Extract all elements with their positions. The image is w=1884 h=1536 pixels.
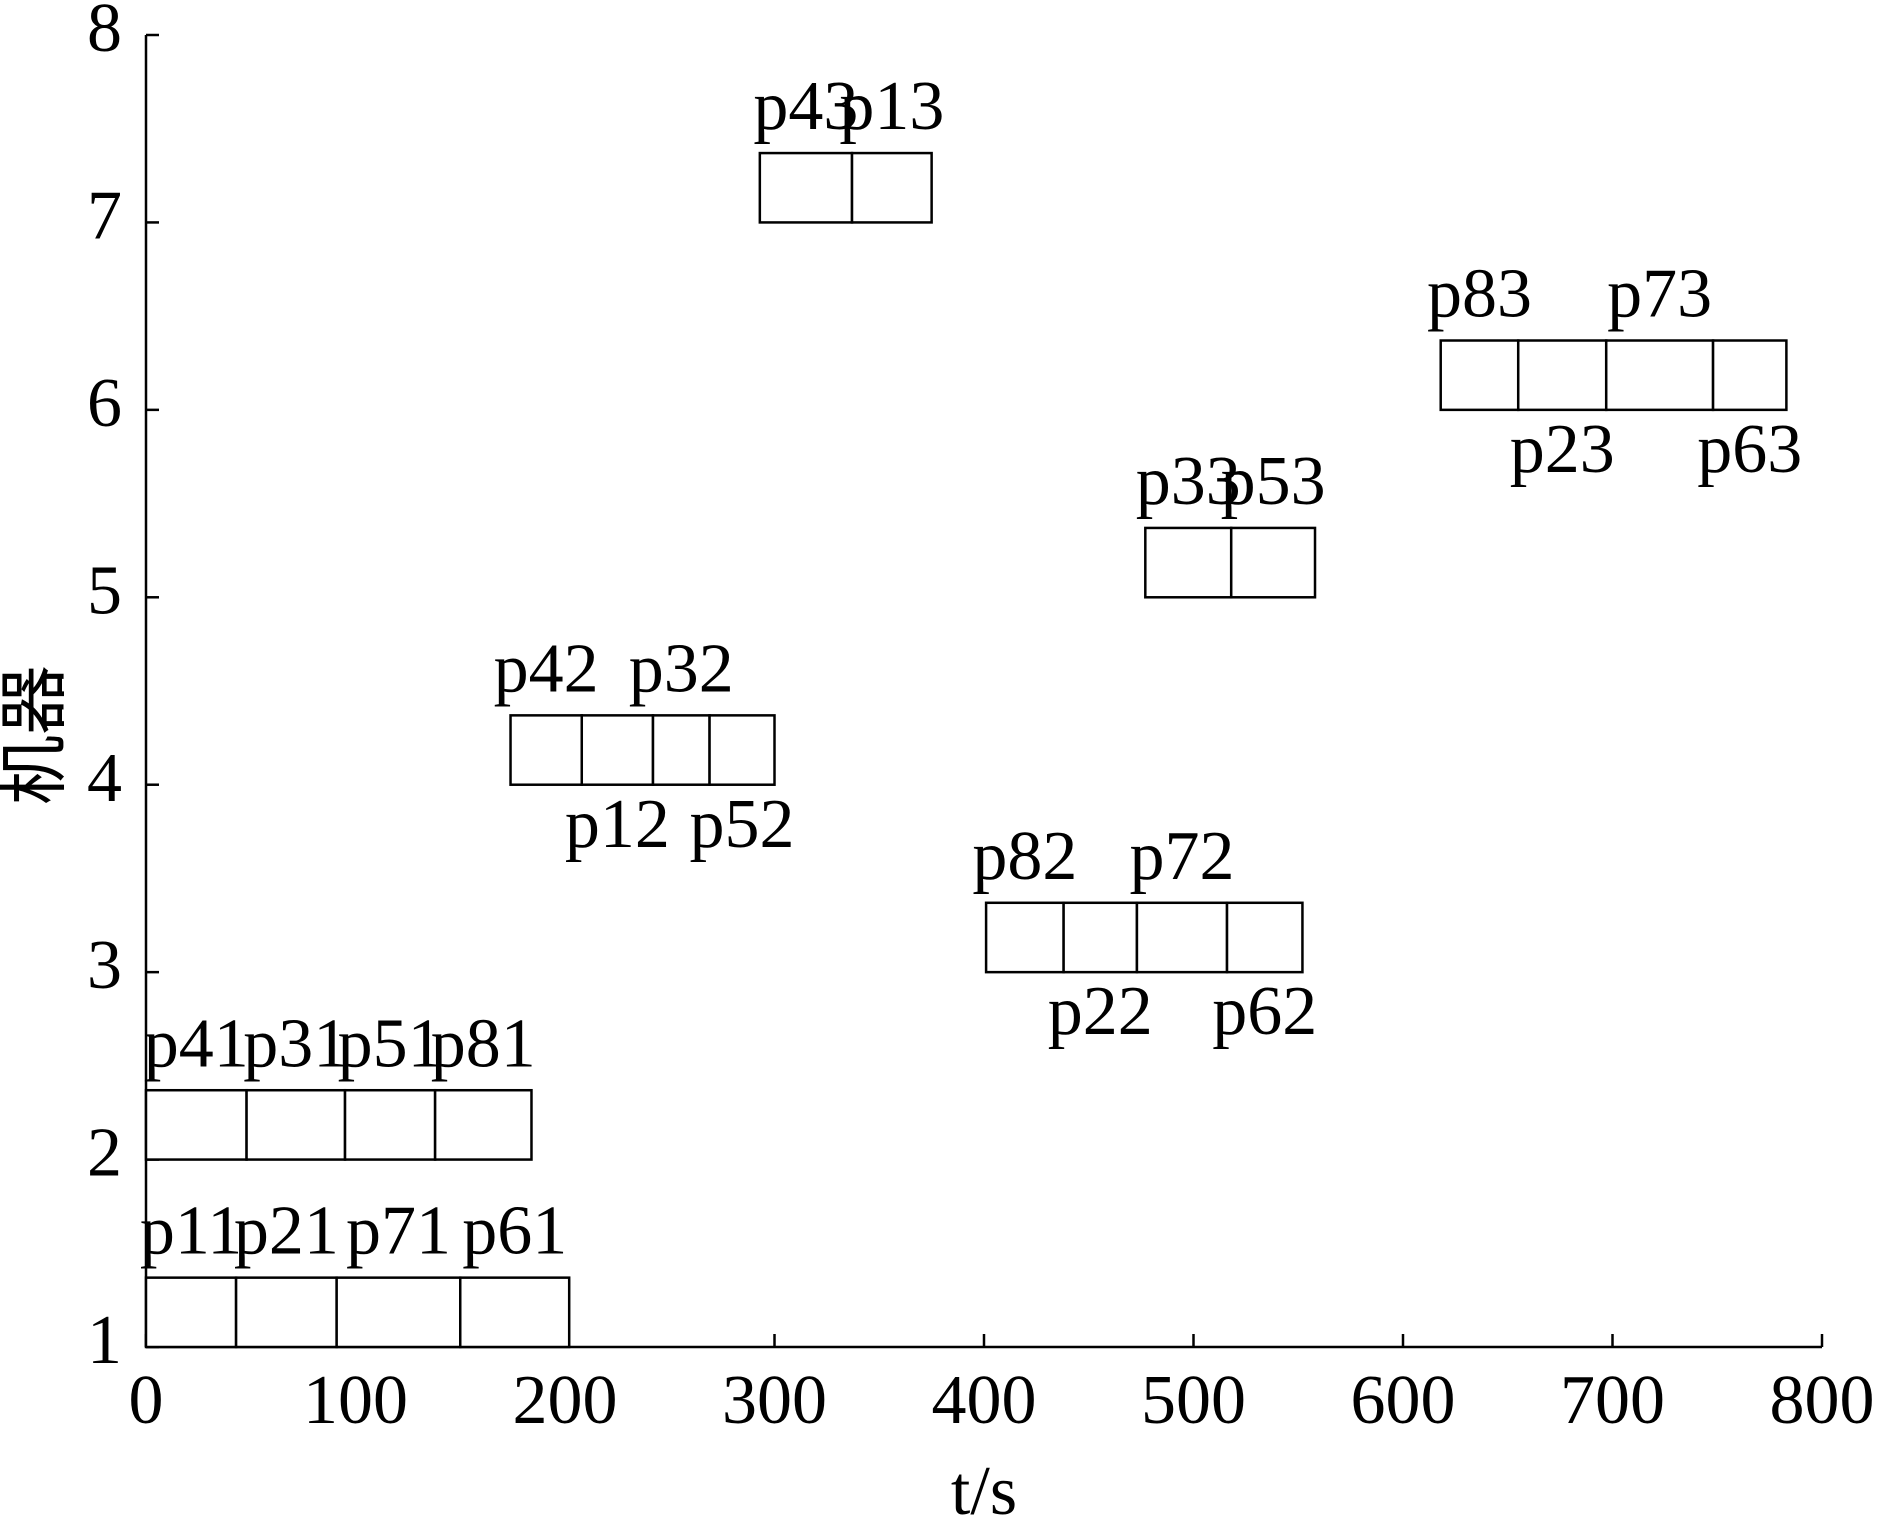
task-label: p52 (690, 786, 795, 863)
task-label: p22 (1048, 973, 1153, 1050)
y-tick-label: 8 (87, 0, 122, 67)
task-bar (651, 714, 711, 786)
x-tick-label: 700 (1560, 1362, 1665, 1439)
task-bar (1144, 526, 1233, 599)
task-bar (1516, 339, 1608, 412)
task-bar (245, 1088, 347, 1161)
task-bar (335, 1276, 462, 1349)
task-bar (144, 1088, 248, 1161)
y-tick-label: 1 (87, 1302, 122, 1379)
y-tick-label: 7 (87, 177, 122, 254)
task-bar (580, 714, 655, 786)
task-bar (1229, 526, 1317, 599)
task-label: p63 (1697, 411, 1802, 488)
y-tick-label: 3 (87, 927, 122, 1004)
x-tick-label: 600 (1351, 1362, 1456, 1439)
task-label: p73 (1607, 256, 1712, 333)
x-tick-label: 300 (722, 1362, 827, 1439)
task-label: p32 (629, 630, 734, 707)
y-tick-label: 6 (87, 365, 122, 442)
task-label: p13 (839, 68, 944, 145)
task-bar (459, 1276, 571, 1349)
task-bar (433, 1088, 533, 1161)
task-label: p33 (1136, 443, 1241, 520)
task-label: p71 (346, 1193, 451, 1270)
y-tick-label: 4 (87, 740, 122, 817)
task-label: p31 (243, 1005, 348, 1082)
x-tick-label: 100 (303, 1362, 408, 1439)
y-tick-label: 5 (87, 552, 122, 629)
task-label: p51 (338, 1005, 443, 1082)
task-bar (1711, 339, 1788, 412)
task-label: p23 (1510, 411, 1615, 488)
y-axis-label: 机器 (0, 665, 74, 805)
task-label: p81 (431, 1005, 536, 1082)
task-label: p61 (462, 1193, 567, 1270)
task-label: p11 (140, 1193, 242, 1270)
task-label: p21 (234, 1193, 339, 1270)
task-label: p43 (753, 68, 858, 145)
task-bar (708, 714, 776, 786)
task-label: p12 (565, 786, 670, 863)
task-label: p82 (972, 818, 1077, 895)
task-bar (1225, 901, 1304, 974)
task-bar (1604, 339, 1715, 412)
task-bar (1439, 339, 1520, 412)
task-bar (984, 901, 1065, 974)
task-bar (758, 151, 854, 224)
x-axis-label: t/s (951, 1453, 1017, 1530)
x-tick-label: 200 (513, 1362, 618, 1439)
task-label: p72 (1129, 818, 1234, 895)
task-bar (343, 1088, 437, 1161)
task-bar (1062, 901, 1139, 974)
task-label: p83 (1427, 256, 1532, 333)
task-label: p62 (1212, 973, 1317, 1050)
x-tick-label: 800 (1770, 1362, 1875, 1439)
task-bar (509, 714, 584, 786)
task-bar (1135, 901, 1229, 974)
x-tick-label: 500 (1141, 1362, 1246, 1439)
task-bar (144, 1276, 238, 1349)
task-label: p41 (144, 1005, 249, 1082)
x-tick-label: 0 (129, 1362, 164, 1439)
task-bar (234, 1276, 338, 1349)
x-tick-label: 400 (932, 1362, 1037, 1439)
task-label: p53 (1221, 443, 1326, 520)
task-bar (850, 151, 933, 224)
task-label: p42 (494, 630, 599, 707)
y-tick-label: 2 (87, 1115, 122, 1192)
